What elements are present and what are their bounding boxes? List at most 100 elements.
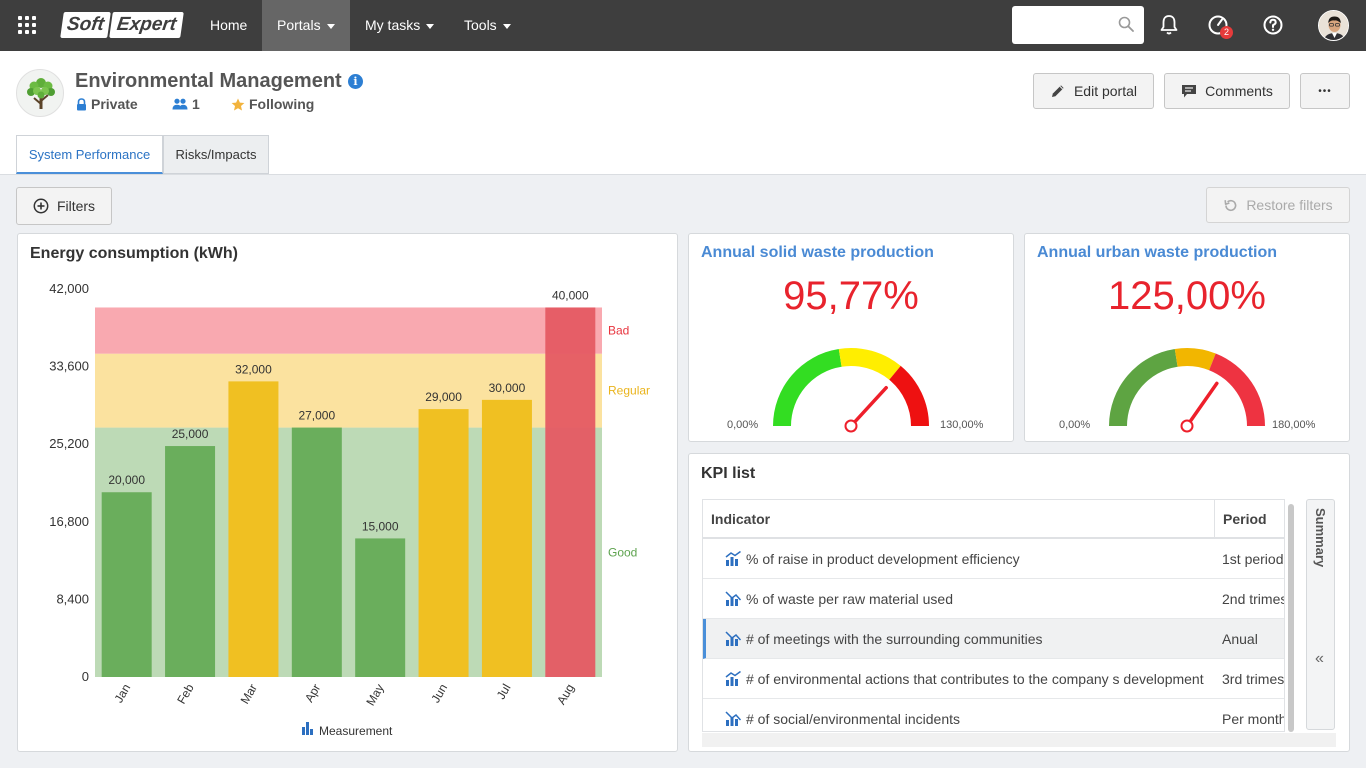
- comments-button[interactable]: Comments: [1164, 73, 1290, 109]
- kpi-vertical-scrollbar[interactable]: [1288, 504, 1294, 732]
- solid-waste-min-label: 0,00%: [727, 419, 759, 431]
- tab-risks-impacts[interactable]: Risks/Impacts: [163, 135, 269, 174]
- indicator-trend-icon: [725, 591, 742, 606]
- bar-mar[interactable]: [228, 381, 279, 677]
- kpi-period-cell: 3rd trimester: [1222, 671, 1285, 687]
- chart-legend[interactable]: Measurement: [302, 722, 393, 738]
- search-icon[interactable]: [1118, 16, 1134, 32]
- summary-side-tab[interactable]: Summary «: [1306, 499, 1335, 730]
- gauge-band-0: [773, 348, 842, 426]
- gauge-band-1: [838, 348, 901, 380]
- x-tick-label: Aug: [554, 682, 577, 707]
- more-options-icon: •••: [1318, 85, 1332, 97]
- kpi-row[interactable]: # of social/environmental incidents Per …: [703, 699, 1284, 731]
- info-icon[interactable]: i: [348, 74, 363, 89]
- solid-waste-gauge: [773, 348, 929, 433]
- tab-system-performance[interactable]: System Performance: [16, 135, 163, 174]
- bar-apr[interactable]: [291, 427, 342, 677]
- y-tick-label: 16,800: [49, 514, 89, 529]
- top-bar: Soft Expert Home Portals My tasks Tools …: [0, 0, 1366, 51]
- kpi-horizontal-scrollbar[interactable]: [702, 733, 1336, 747]
- more-options-button[interactable]: •••: [1300, 73, 1350, 109]
- bar-feb[interactable]: [165, 446, 216, 677]
- bar-value-label: 20,000: [108, 473, 145, 487]
- tree-icon: [27, 78, 55, 109]
- col-period-header[interactable]: Period: [1223, 511, 1267, 527]
- summary-label: Summary: [1313, 508, 1328, 568]
- help-icon[interactable]: [1261, 13, 1285, 37]
- legend-label: Measurement: [319, 724, 393, 738]
- apps-grid-icon[interactable]: [18, 16, 36, 34]
- members-count[interactable]: 1: [172, 96, 200, 112]
- x-tick-label: Jul: [494, 682, 514, 702]
- star-icon: [231, 98, 245, 110]
- urban-waste-max-label: 180,00%: [1272, 419, 1316, 431]
- nav-home[interactable]: Home: [195, 0, 262, 51]
- y-tick-label: 8,400: [56, 591, 89, 606]
- y-tick-label: 25,200: [49, 436, 89, 451]
- bell-icon[interactable]: [1157, 13, 1181, 37]
- urban-waste-value: 125,00%: [1108, 274, 1266, 318]
- softexpert-logo[interactable]: Soft Expert: [60, 11, 184, 39]
- user-photo-icon: [1319, 11, 1348, 40]
- nav-tools[interactable]: Tools: [449, 0, 526, 51]
- bar-jul[interactable]: [481, 399, 532, 677]
- nav-my-tasks-label: My tasks: [365, 17, 421, 33]
- gauge-band-2: [889, 365, 929, 426]
- search-box: [1012, 6, 1144, 44]
- notification-badge: 2: [1220, 26, 1233, 39]
- kpi-period-cell: 2nd trimester: [1222, 591, 1284, 607]
- nav-tools-label: Tools: [464, 17, 497, 33]
- logo-text-expert: Expert: [109, 12, 184, 38]
- search-input[interactable]: [1020, 6, 1120, 42]
- bar-value-label: 27,000: [298, 409, 335, 423]
- performance-meter-icon[interactable]: [1206, 13, 1230, 37]
- solid-waste-max-label: 130,00%: [940, 419, 984, 431]
- gauge-pivot: [1180, 419, 1194, 433]
- indicator-trend-icon: [725, 671, 741, 686]
- indicator-trend-icon: [725, 711, 742, 726]
- comments-label: Comments: [1205, 83, 1273, 99]
- gauge-pivot: [844, 419, 858, 433]
- restore-filters-button[interactable]: Restore filters: [1206, 187, 1350, 223]
- solid-waste-value: 95,77%: [783, 274, 919, 318]
- gauge-needle: [1185, 381, 1219, 428]
- bar-value-label: 25,000: [172, 427, 209, 441]
- y-tick-label: 42,000: [49, 281, 89, 296]
- x-tick-label: May: [363, 682, 386, 709]
- kpi-row[interactable]: % of waste per raw material used 2nd tri…: [703, 579, 1284, 619]
- bar-jan[interactable]: [101, 492, 152, 677]
- legend-bar-icon: [310, 729, 313, 735]
- gauge-band-1: [1174, 348, 1216, 371]
- kpi-period-cell: Anual: [1222, 631, 1258, 647]
- kpi-list-panel: KPI list Indicator Period % of raise in …: [688, 453, 1350, 752]
- indicator-trend-icon: [725, 551, 741, 566]
- kpi-period-cell: 1st period: [1222, 551, 1284, 567]
- col-indicator-header[interactable]: Indicator: [711, 511, 771, 527]
- kpi-indicator-cell: # of social/environmental incidents: [746, 711, 961, 727]
- filters-button[interactable]: Filters: [16, 187, 112, 225]
- user-avatar[interactable]: [1318, 10, 1349, 41]
- bar-may[interactable]: [355, 538, 406, 677]
- nav-portals[interactable]: Portals: [262, 0, 350, 51]
- edit-portal-button[interactable]: Edit portal: [1033, 73, 1154, 109]
- x-tick-label: Jan: [111, 682, 133, 706]
- undo-icon: [1224, 199, 1237, 211]
- pencil-icon: [1051, 85, 1064, 97]
- portal-header: Environmental Management i Private 1 Fol…: [0, 51, 1366, 175]
- bar-aug[interactable]: [545, 307, 596, 677]
- caret-down-icon: [502, 23, 511, 29]
- lock-icon: [77, 97, 86, 110]
- kpi-row-selected[interactable]: # of meetings with the surrounding commu…: [703, 619, 1284, 659]
- solid-waste-gauge-panel: Annual solid waste production 95,77% 0,0…: [688, 233, 1014, 442]
- bar-jun[interactable]: [418, 409, 469, 677]
- kpi-row[interactable]: % of raise in product development effici…: [703, 539, 1284, 579]
- x-tick-label: Apr: [302, 682, 323, 705]
- nav-my-tasks[interactable]: My tasks: [350, 0, 449, 51]
- tab-risks-impacts-label: Risks/Impacts: [175, 147, 257, 162]
- gauge-band-0: [1109, 348, 1178, 426]
- collapse-chevron-icon[interactable]: «: [1315, 650, 1324, 667]
- energy-chart-title: Energy consumption (kWh): [30, 245, 238, 262]
- kpi-row[interactable]: # of environmental actions that contribu…: [703, 659, 1285, 699]
- following-status[interactable]: Following: [231, 96, 314, 112]
